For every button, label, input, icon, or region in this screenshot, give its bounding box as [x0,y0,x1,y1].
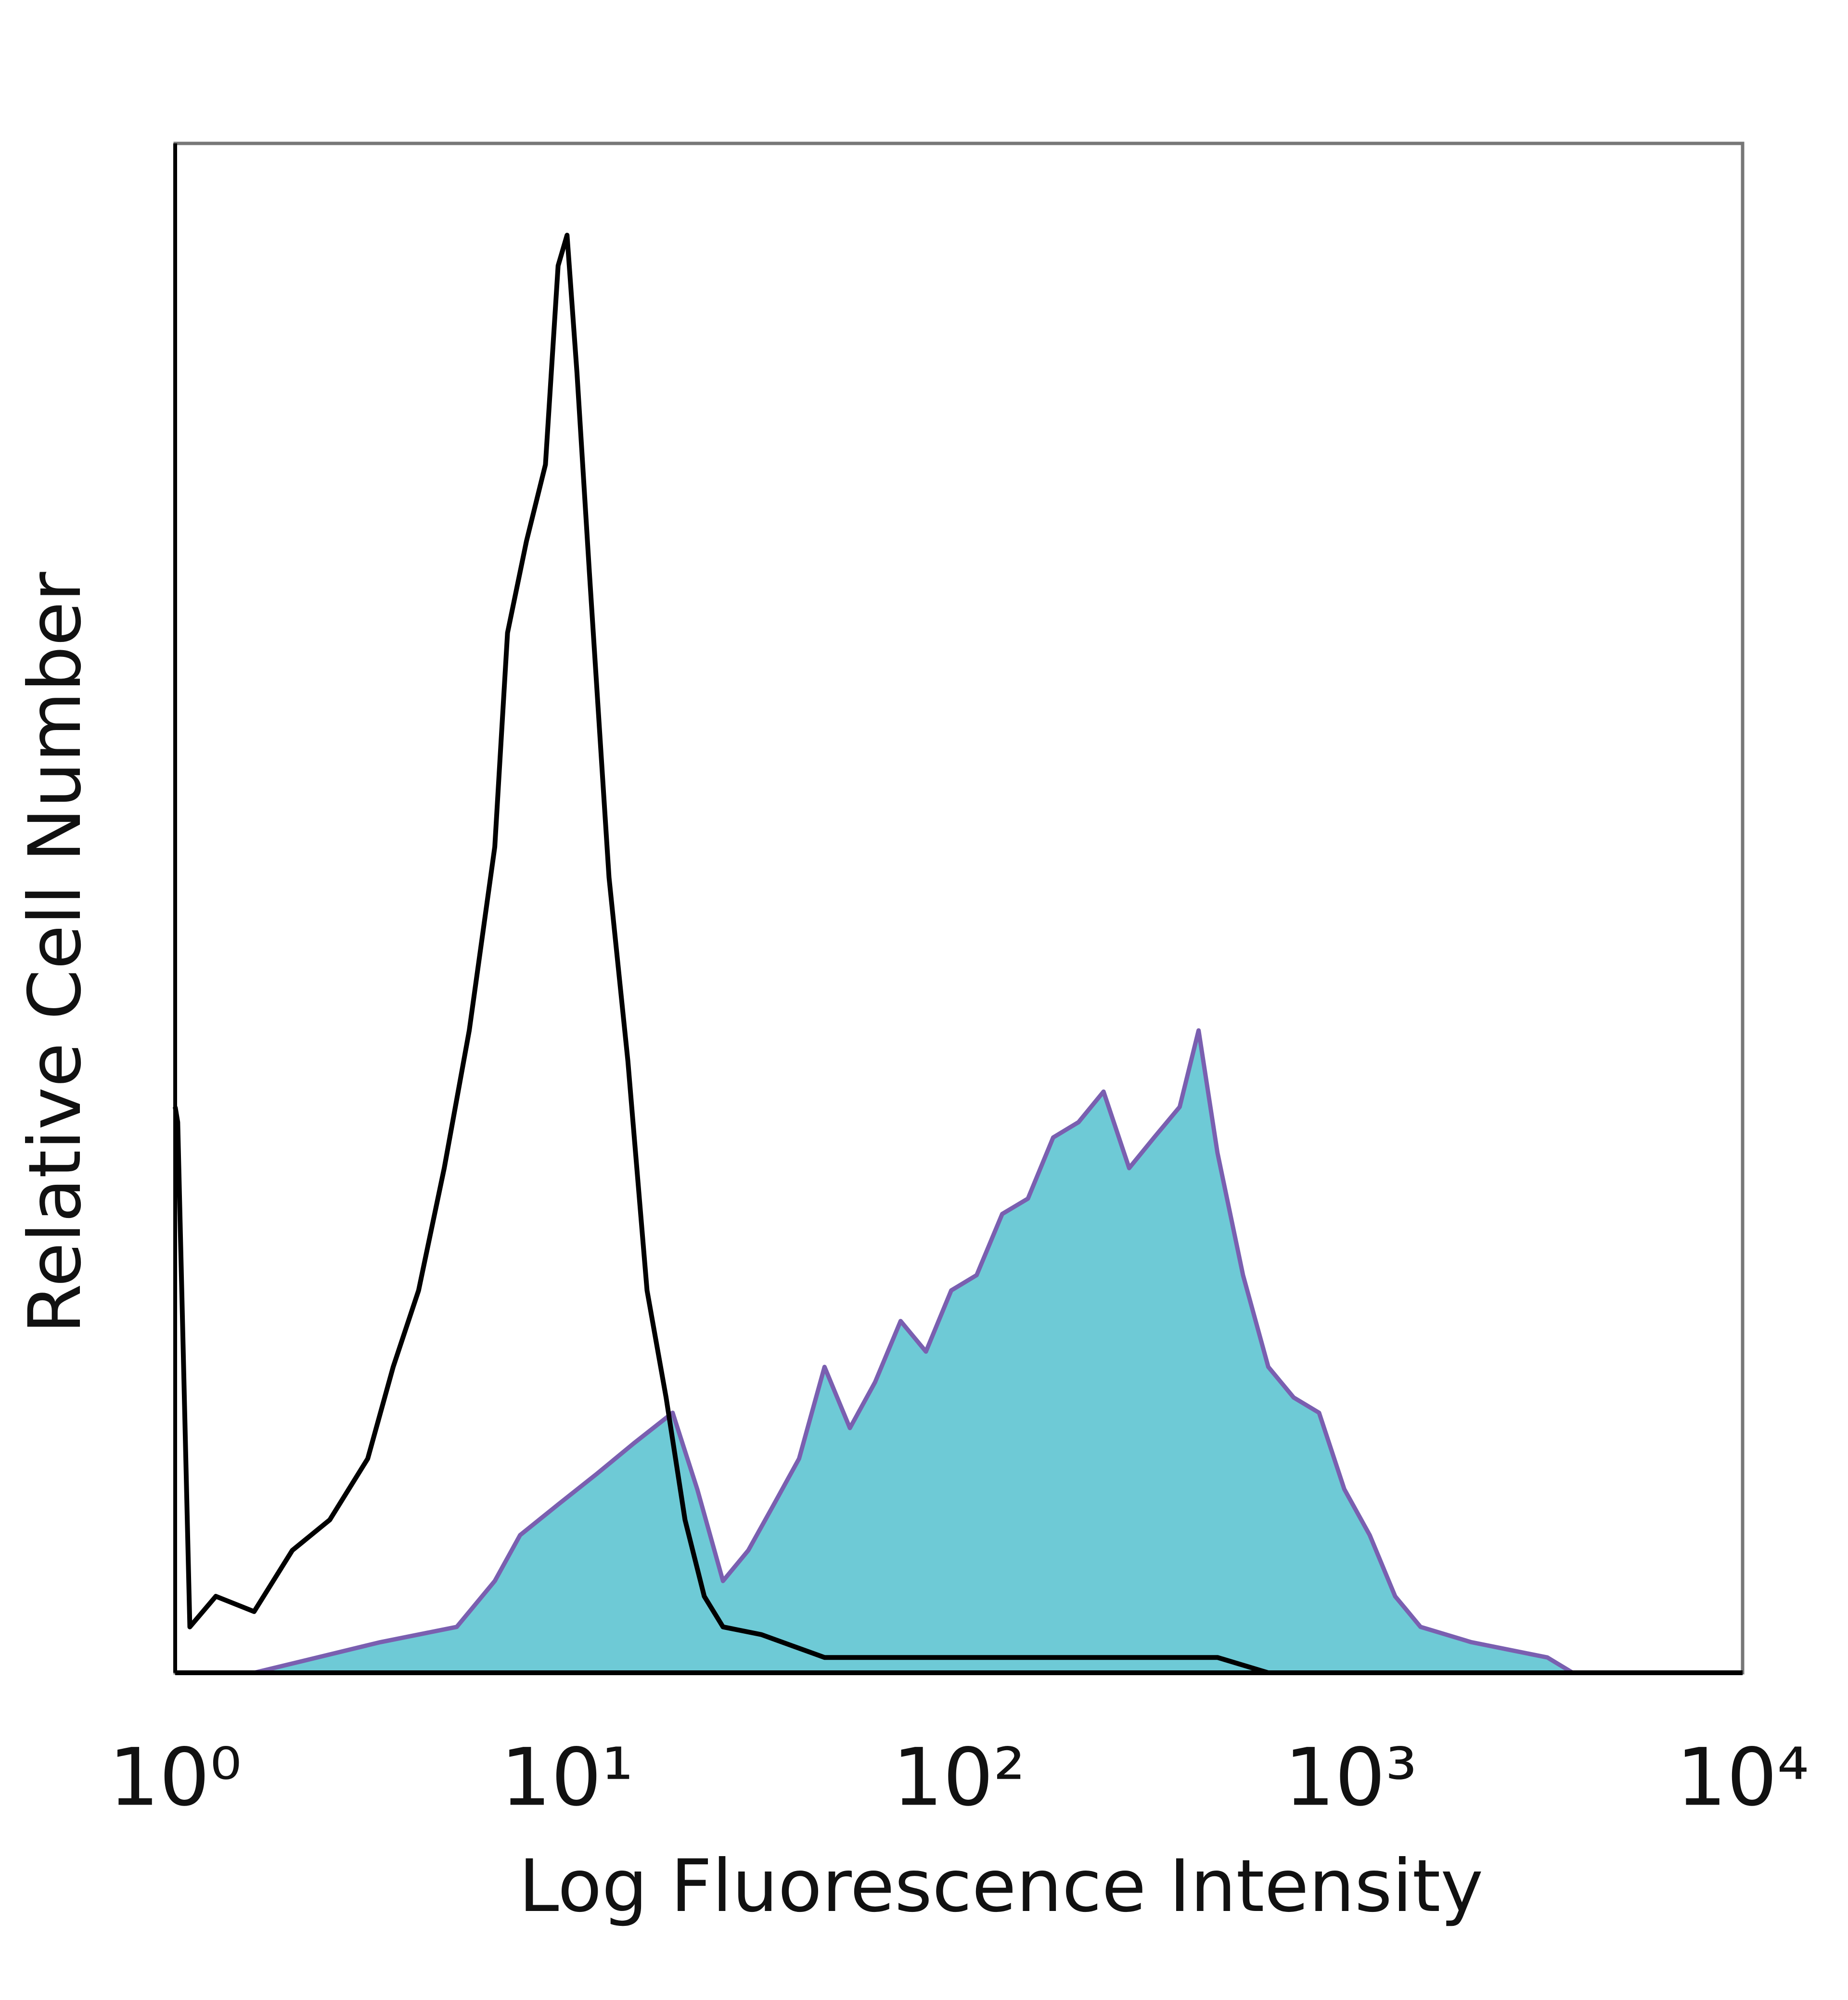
x-tick-label: 10² [892,1731,1025,1823]
x-tick-label: 10³ [1284,1731,1417,1823]
y-axis-label: Relative Cell Number [13,572,97,1334]
x-axis-label: Log Fluorescence Intensity [519,1845,1483,1928]
x-tick-label: 10⁴ [1676,1731,1809,1823]
histogram-edge [253,1028,1574,1675]
x-tick-label: 10¹ [500,1731,633,1823]
x-tick-label: 10⁰ [109,1731,242,1823]
histogram-area [254,1030,1573,1673]
histogram-line [173,232,1269,1675]
